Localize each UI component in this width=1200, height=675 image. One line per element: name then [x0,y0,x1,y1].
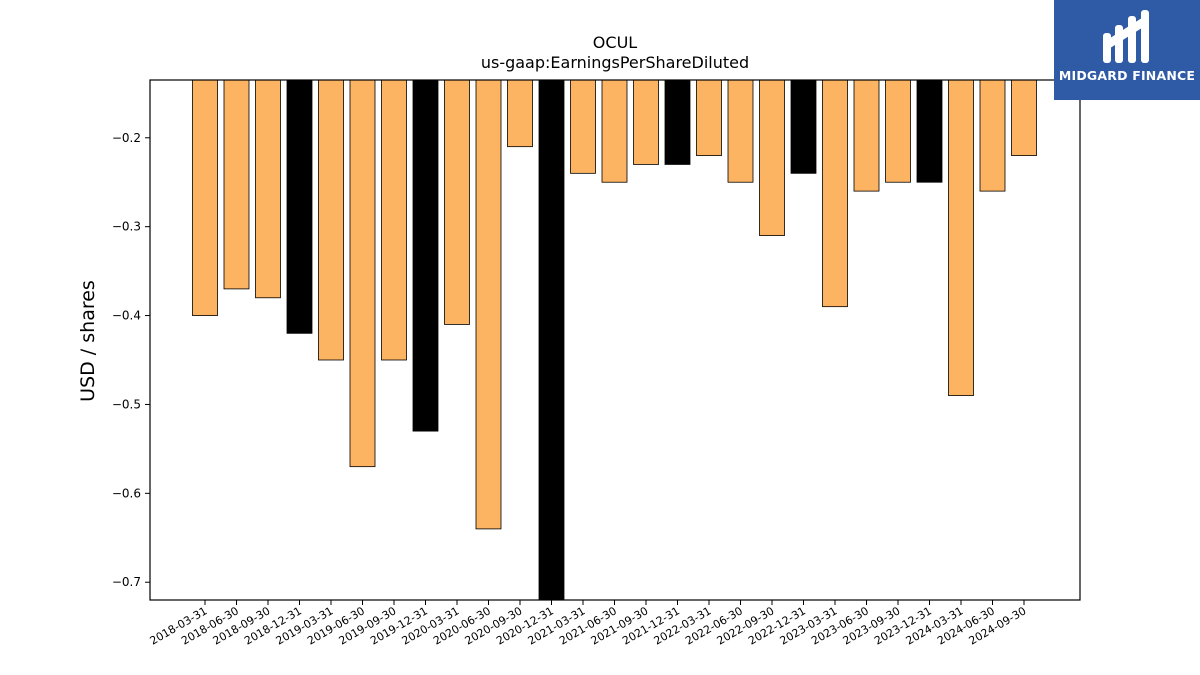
bar-2019-09-30 [381,79,407,361]
bar-2022-03-31 [696,79,722,156]
bar-2019-12-31 [412,79,439,432]
bar-2018-12-31 [286,79,313,334]
bar-2019-03-31 [318,79,344,361]
bar-2024-03-31 [948,79,974,396]
chart-title: OCUL [593,33,637,52]
bar-2023-09-30 [885,79,911,183]
bar-2024-09-30 [1011,79,1037,156]
bar-2024-06-30 [979,79,1006,192]
y-tick-label: −0.4 [112,309,141,323]
bar-2022-06-30 [727,79,754,183]
bar-2021-12-31 [664,79,691,165]
bar-2023-12-31 [916,79,943,183]
bar-2023-06-30 [853,79,880,192]
bars-group [192,79,1037,601]
bar-2018-06-30 [223,79,250,290]
bar-2020-12-31 [538,79,565,601]
y-tick-label: −0.3 [112,220,141,234]
chart-subtitle: us-gaap:EarningsPerShareDiluted [481,53,749,72]
bar-2020-09-30 [507,79,533,148]
bar-2021-09-30 [633,79,659,165]
bar-2020-06-30 [475,79,502,530]
bar-2019-06-30 [349,79,376,468]
bar-2023-03-31 [822,79,848,308]
logo-text: MIDGARD FINANCE [1058,68,1196,83]
midgard-finance-logo: MIDGARD FINANCE [1054,0,1200,100]
y-tick-label: −0.6 [112,486,141,500]
bar-2022-09-30 [759,79,785,236]
y-tick-label: −0.5 [112,397,141,411]
midgard-finance-logo-icon [1103,10,1149,63]
bar-2021-06-30 [601,79,628,183]
bar-2018-03-31 [192,79,218,316]
bar-2022-12-31 [790,79,817,174]
y-tick-label: −0.7 [112,575,141,589]
y-tick-label: −0.2 [112,131,141,145]
y-axis-label: USD / shares [77,280,99,402]
bar-2018-09-30 [255,79,281,299]
bar-2020-03-31 [444,79,470,325]
bar-2021-03-31 [570,79,596,174]
